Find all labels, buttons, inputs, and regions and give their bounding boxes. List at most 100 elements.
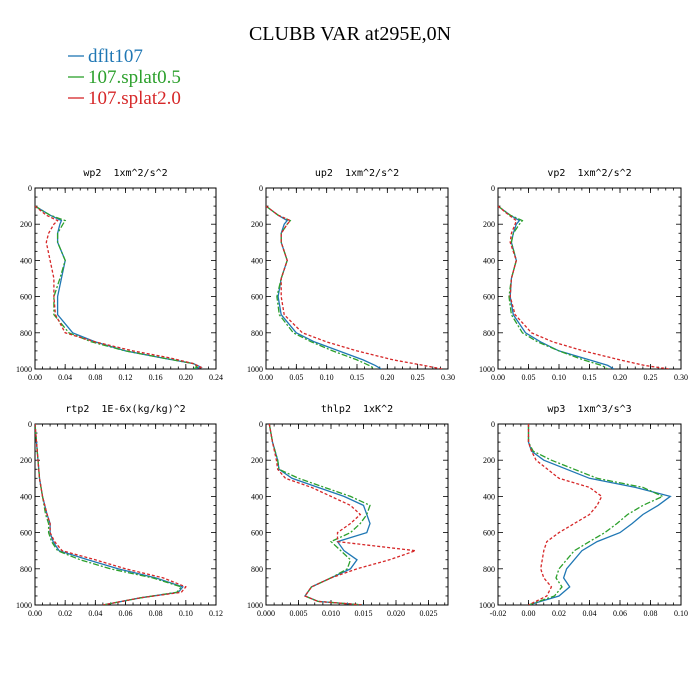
y-tick-label: 800 [483, 329, 495, 338]
x-tick-label: 0.005 [290, 609, 308, 618]
series-line-107-splat0-5 [35, 205, 199, 369]
plot-frame [265, 423, 449, 606]
x-tick-label: 0.10 [674, 609, 688, 618]
panel-title: thlp2 1xK^2 [321, 404, 393, 415]
x-tick-label: 0.00 [522, 609, 536, 618]
series-line-107-splat0-5 [35, 424, 183, 605]
y-tick-label: 400 [20, 256, 32, 265]
y-tick-label: 0 [491, 420, 495, 429]
x-tick-label: 0.04 [583, 609, 597, 618]
x-tick-label: 0.20 [380, 373, 394, 382]
x-tick-label: 0.10 [179, 609, 193, 618]
x-tick-label: 0.12 [209, 609, 223, 618]
x-tick-label: 0.06 [613, 609, 627, 618]
y-tick-label: 600 [20, 293, 32, 302]
y-tick-label: 0 [28, 184, 32, 193]
x-tick-label: 0.20 [179, 373, 193, 382]
x-tick-label: 0.10 [552, 373, 566, 382]
series-line-107-splat0-5 [498, 205, 609, 369]
x-tick-label: 0.00 [28, 373, 42, 382]
legend-label: 107.splat0.5 [88, 67, 181, 88]
x-tick-label: 0.16 [149, 373, 163, 382]
plot-frame [265, 187, 449, 370]
y-tick-label: 1000 [247, 601, 263, 610]
x-tick-label: 0.08 [644, 609, 658, 618]
y-tick-label: 400 [20, 492, 32, 501]
x-tick-label: 0.12 [119, 373, 133, 382]
x-tick-label: 0.25 [644, 373, 658, 382]
y-tick-label: 800 [20, 329, 32, 338]
y-tick-label: 0 [28, 420, 32, 429]
x-tick-label: 0.25 [411, 373, 425, 382]
x-tick-label: 0.020 [387, 609, 405, 618]
panel-title: rtp2 1E-6x(kg/kg)^2 [65, 404, 185, 415]
x-tick-label: 0.00 [491, 373, 505, 382]
y-tick-label: 1000 [247, 365, 263, 374]
panel-title: wp2 1xm^2/s^2 [83, 168, 167, 179]
x-tick-label: 0.00 [28, 609, 42, 618]
legend-label: 107.splat2.0 [88, 88, 181, 109]
x-tick-label: 0.025 [420, 609, 438, 618]
y-tick-label: 600 [483, 529, 495, 538]
x-tick-label: -0.02 [490, 609, 507, 618]
y-tick-label: 200 [20, 456, 32, 465]
series-line-107-splat2-0 [35, 424, 187, 605]
y-tick-label: 600 [251, 293, 263, 302]
x-tick-label: 0.00 [259, 373, 273, 382]
series-line-107-splat2-0 [268, 424, 416, 605]
y-tick-label: 600 [483, 293, 495, 302]
y-tick-label: 1000 [16, 365, 32, 374]
x-tick-label: 0.10 [320, 373, 334, 382]
x-tick-label: 0.08 [149, 609, 163, 618]
chart-panel: rtp2 1E-6x(kg/kg)^2 0 200 400 600 800 10000.00… [16, 404, 223, 618]
x-tick-label: 0.04 [88, 609, 102, 618]
series-line-107-splat0-5 [268, 424, 371, 605]
y-tick-label: 800 [251, 565, 263, 574]
x-tick-label: 0.06 [119, 609, 133, 618]
x-tick-label: 0.24 [209, 373, 223, 382]
x-tick-label: 0.02 [552, 609, 566, 618]
panel-title: up2 1xm^2/s^2 [315, 168, 399, 179]
y-tick-label: 1000 [479, 365, 495, 374]
y-tick-label: 1000 [479, 601, 495, 610]
x-tick-label: 0.20 [613, 373, 627, 382]
x-tick-label: 0.15 [583, 373, 597, 382]
y-tick-label: 0 [491, 184, 495, 193]
x-tick-label: 0.05 [289, 373, 303, 382]
series-line-107-splat2-0 [527, 424, 603, 605]
y-tick-label: 600 [20, 529, 32, 538]
series-line-107-splat2-0 [498, 205, 669, 369]
chart-panel: wp3 1xm^3/s^3 0 200 400 600 800 1000-0.02 0.00 0… [479, 404, 688, 618]
y-tick-label: 200 [20, 220, 32, 229]
x-tick-label: 0.30 [441, 373, 455, 382]
y-tick-label: 400 [251, 492, 263, 501]
y-tick-label: 600 [251, 529, 263, 538]
y-tick-label: 200 [483, 456, 495, 465]
y-tick-label: 800 [251, 329, 263, 338]
series-line-dflt107 [268, 424, 371, 605]
y-tick-label: 200 [251, 220, 263, 229]
y-tick-label: 800 [483, 565, 495, 574]
series-line-dflt107 [527, 424, 672, 605]
x-tick-label: 0.010 [322, 609, 340, 618]
y-tick-label: 200 [251, 456, 263, 465]
panel-title: wp3 1xm^3/s^3 [547, 404, 631, 415]
y-tick-label: 200 [483, 220, 495, 229]
x-tick-label: 0.15 [350, 373, 364, 382]
y-tick-label: 400 [483, 492, 495, 501]
series-line-107-splat2-0 [35, 205, 203, 369]
y-tick-label: 0 [259, 184, 263, 193]
plot-frame [497, 187, 682, 370]
y-tick-label: 400 [483, 256, 495, 265]
plot-frame [34, 187, 217, 370]
figure-title: CLUBB VAR at295E,0N [249, 23, 451, 45]
panel-title: vp2 1xm^2/s^2 [547, 168, 631, 179]
x-tick-label: 0.04 [58, 373, 72, 382]
y-tick-label: 1000 [16, 601, 32, 610]
